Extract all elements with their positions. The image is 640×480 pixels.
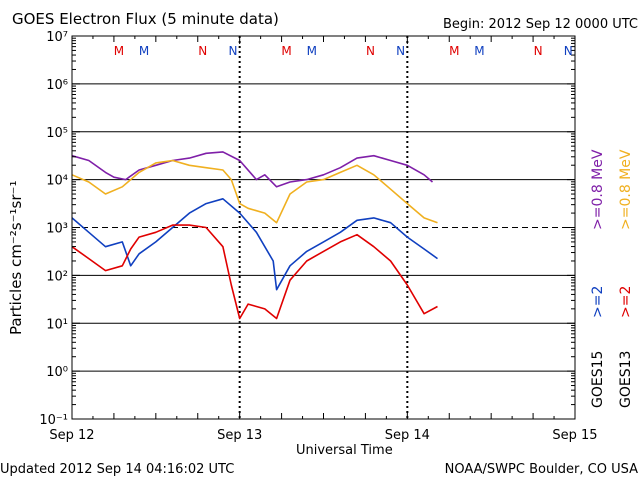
series-line <box>71 198 438 291</box>
event-marker: N <box>366 44 375 58</box>
y-tick-label: 10⁵ <box>46 126 68 141</box>
chart-title: GOES Electron Flux (5 minute data) <box>12 10 279 28</box>
footer-credit: NOAA/SWPC Boulder, CO USA <box>445 462 638 477</box>
x-tick-label: Sep 12 <box>49 428 94 443</box>
legend-label: GOES15 <box>590 351 606 408</box>
series-line <box>71 224 438 320</box>
legend-label: >=2 <box>618 286 634 318</box>
series-line <box>71 159 438 224</box>
y-tick-label: 10⁷ <box>46 30 68 45</box>
x-tick-label: Sep 13 <box>217 428 262 443</box>
event-marker: N <box>564 44 573 58</box>
legend-label: >=0.8 MeV <box>618 149 634 230</box>
event-marker: N <box>534 44 543 58</box>
gridlines <box>72 83 575 372</box>
right-legend: >=0.8 MeV >=0.8 MeV >=2 >=2 GOES13 GOES15 <box>590 149 634 408</box>
y-tick-label: 10⁻¹ <box>39 413 68 428</box>
y-tick-label: 10³ <box>46 222 68 237</box>
y-tick-label: 10¹ <box>46 317 68 332</box>
day-markers <box>238 36 409 419</box>
event-marker: N <box>198 44 207 58</box>
event-marker: M <box>307 44 317 58</box>
event-marker: M <box>114 44 124 58</box>
x-tick-label: Sep 15 <box>552 428 597 443</box>
event-marker: N <box>396 44 405 58</box>
x-axis-label: Universal Time <box>296 443 393 458</box>
x-tick-label: Sep 14 <box>385 428 430 443</box>
event-marker: M <box>449 44 459 58</box>
event-marker: M <box>474 44 484 58</box>
y-tick-label: 10⁴ <box>46 174 68 189</box>
series-line <box>71 151 434 188</box>
legend-label: >=2 <box>590 286 606 318</box>
y-tick-label: 10⁶ <box>46 78 68 93</box>
begin-label: Begin: 2012 Sep 12 0000 UTC <box>443 17 638 32</box>
legend-label: >=0.8 MeV <box>590 149 606 230</box>
legend-label: GOES13 <box>618 351 634 408</box>
series-lines <box>71 151 438 320</box>
y-tick-label: 10⁰ <box>46 365 68 380</box>
footer-updated: Updated 2012 Sep 14 04:16:02 UTC <box>0 462 234 477</box>
y-axis-label: Particles cm⁻²s⁻¹sr⁻¹ <box>7 181 25 335</box>
event-marker: N <box>228 44 237 58</box>
event-marker: M <box>281 44 291 58</box>
y-tick-label: 10² <box>46 269 68 284</box>
event-marker: M <box>139 44 149 58</box>
